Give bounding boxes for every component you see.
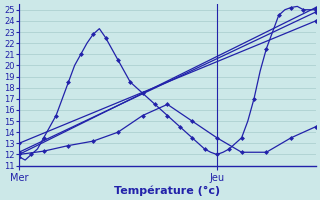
- X-axis label: Température (°c): Température (°c): [114, 185, 220, 196]
